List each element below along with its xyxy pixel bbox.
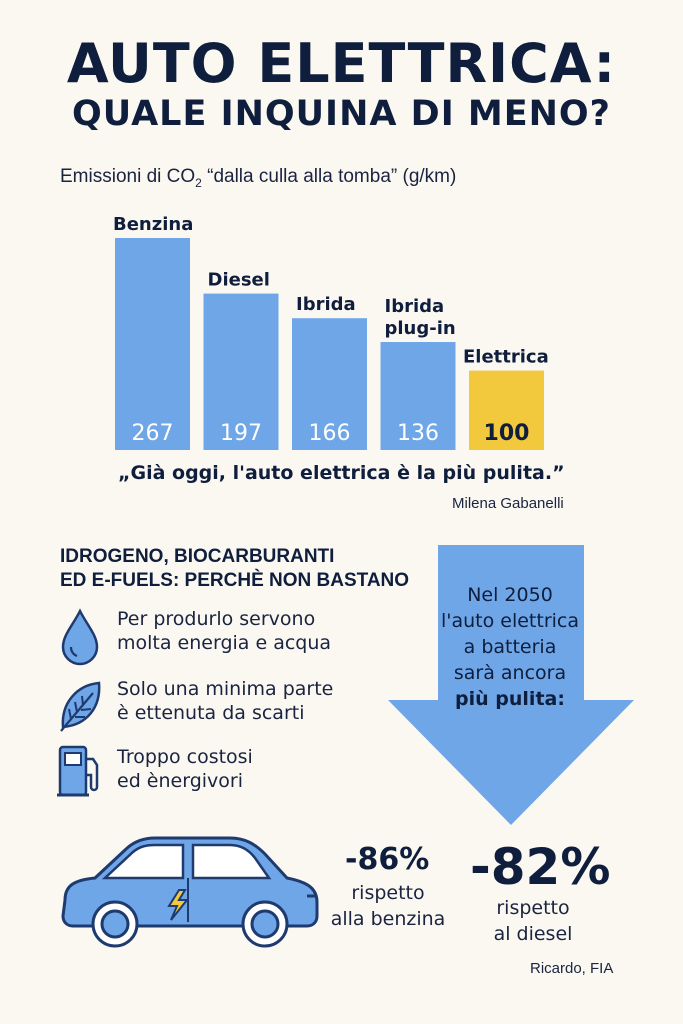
bar-value-label: 197 bbox=[220, 421, 262, 446]
stat-vs-diesel-label: rispetto al diesel bbox=[478, 895, 588, 947]
reason-line1: Solo una minima parte bbox=[117, 678, 334, 700]
page-subtitle: QUALE INQUINA DI MENO? bbox=[71, 94, 611, 134]
bar-3 bbox=[380, 342, 456, 450]
reason-text: Per produrlo servono molta energia e acq… bbox=[117, 607, 331, 655]
chart-title-prefix: Emissioni di CO bbox=[60, 166, 196, 187]
reason-item-leaf: Solo una minima parte è ettenuta da scar… bbox=[55, 677, 385, 747]
reason-line2: ed ènergivori bbox=[117, 770, 243, 792]
page-title: AUTO ELETTRICA: bbox=[66, 32, 617, 95]
bar-value-label: 100 bbox=[484, 421, 530, 446]
bar-value-label: 136 bbox=[397, 421, 439, 446]
forecast-line: sarà ancora bbox=[453, 662, 567, 684]
forecast-line: a batteria bbox=[463, 636, 557, 658]
forecast-line: Nel 2050 bbox=[467, 584, 553, 606]
chart-title: Emissioni di CO2 “dalla culla alla tomba… bbox=[60, 166, 456, 190]
stat-label-line2: al diesel bbox=[493, 923, 573, 945]
stat-vs-petrol-value: -86% bbox=[345, 842, 430, 877]
forecast-arrow bbox=[388, 545, 634, 825]
stat-label-line1: rispetto bbox=[351, 882, 425, 904]
quote-text: „Già oggi, l'auto elettrica è la più pul… bbox=[118, 462, 565, 484]
bar-value-label: 166 bbox=[309, 421, 351, 446]
quote-author: Milena Gabanelli bbox=[452, 495, 564, 512]
forecast-line: l'auto elettrica bbox=[440, 610, 580, 632]
leaf-icon bbox=[60, 681, 101, 732]
water-drop-icon bbox=[61, 608, 99, 666]
bar-category-label: Diesel bbox=[208, 270, 270, 291]
source-credit: Ricardo, FIA bbox=[530, 960, 614, 977]
stat-label-line1: rispetto bbox=[496, 897, 570, 919]
emissions-bar-chart: 267Benzina197Diesel166Ibrida136Ibridaplu… bbox=[113, 214, 549, 450]
reason-line1: Per produrlo servono bbox=[117, 608, 316, 630]
chart-title-suffix: “dalla culla alla tomba” (g/km) bbox=[201, 166, 457, 187]
chart-title-subscript: 2 bbox=[195, 175, 202, 190]
forecast-text: Nel 2050 l'auto elettrica a batteria sar… bbox=[430, 582, 590, 712]
bar-category-label: plug-in bbox=[385, 318, 456, 339]
fuel-pump-icon bbox=[57, 745, 99, 797]
bar-4 bbox=[469, 370, 544, 450]
alternatives-title: IDROGENO, BIOCARBURANTI ED E-FUELS: PERC… bbox=[60, 545, 409, 593]
reason-text: Solo una minima parte è ettenuta da scar… bbox=[117, 677, 333, 725]
reason-line1: Troppo costosi bbox=[117, 746, 253, 768]
reason-item-water: Per produrlo servono molta energia e acq… bbox=[55, 607, 385, 677]
reason-text: Troppo costosi ed ènergivori bbox=[117, 745, 253, 793]
forecast-line: più pulita: bbox=[455, 688, 565, 710]
alternatives-title-line1: IDROGENO, BIOCARBURANTI bbox=[60, 546, 335, 567]
bar-value-label: 267 bbox=[132, 421, 174, 446]
bar-1 bbox=[203, 293, 279, 450]
reason-line2: è ettenuta da scarti bbox=[117, 702, 305, 724]
reason-item-fuel: Troppo costosi ed ènergivori bbox=[55, 745, 385, 815]
bar-0 bbox=[115, 238, 190, 450]
bar-category-label: Ibrida bbox=[385, 296, 445, 317]
stat-vs-diesel-value: -82% bbox=[470, 838, 611, 896]
electric-car-illustration bbox=[61, 836, 319, 948]
stat-label-line2: alla benzina bbox=[330, 908, 446, 930]
alternatives-title-line2: ED E-FUELS: PERCHÈ NON BASTANO bbox=[60, 570, 410, 591]
reason-line2: molta energia e acqua bbox=[117, 632, 332, 654]
stat-vs-petrol-label: rispetto alla benzina bbox=[318, 880, 458, 932]
bar-category-label: Benzina bbox=[113, 214, 193, 235]
bar-category-label: Elettrica bbox=[463, 347, 549, 368]
bar-category-label: Ibrida bbox=[296, 294, 356, 315]
bar-2 bbox=[292, 318, 367, 450]
